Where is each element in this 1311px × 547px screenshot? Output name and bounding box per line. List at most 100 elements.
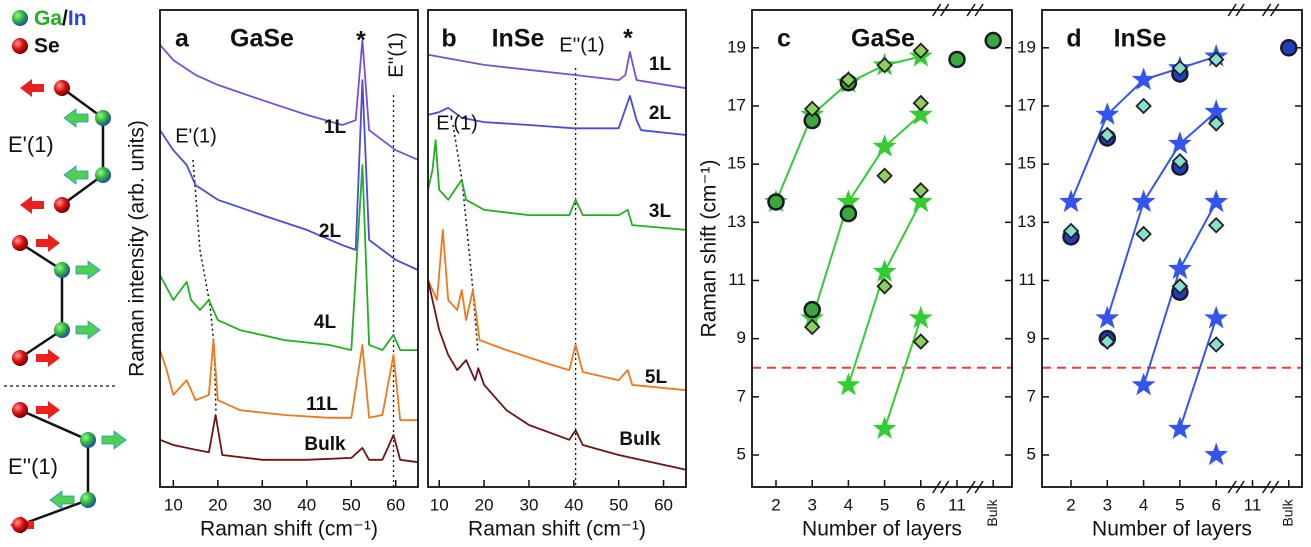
x-tick-label: 60 xyxy=(386,495,405,514)
star-marker xyxy=(908,305,933,329)
x-axis-label: Raman shift (cm⁻¹) xyxy=(200,518,378,541)
bond xyxy=(19,408,90,527)
diamond-marker xyxy=(1207,216,1225,234)
y-tick-label: 7 xyxy=(1027,386,1036,405)
star-marker xyxy=(1168,256,1192,279)
arrow xyxy=(20,79,44,97)
x-tick-label: 6 xyxy=(1211,495,1220,514)
diamond-marker xyxy=(1062,222,1080,240)
circle-marker xyxy=(839,204,858,223)
arrow xyxy=(49,490,75,510)
spectrum xyxy=(159,339,418,422)
star-marker xyxy=(1095,102,1120,125)
x-axis-label: Raman shift (cm⁻¹) xyxy=(468,518,646,541)
arrow xyxy=(63,165,89,185)
arrow xyxy=(75,320,101,340)
star-marker xyxy=(908,189,933,213)
y-tick-label: 19 xyxy=(727,37,746,56)
panel-title: InSe xyxy=(1114,25,1167,53)
x-tick-label: 3 xyxy=(807,495,816,514)
bond xyxy=(19,241,64,360)
diamond-marker xyxy=(876,56,893,74)
layer-label: 1L xyxy=(324,117,347,138)
arrow xyxy=(36,401,60,419)
x-tick-label: 4 xyxy=(1139,495,1148,514)
layer-label: Bulk xyxy=(304,434,346,455)
ga-atom xyxy=(95,167,111,183)
spectrum xyxy=(159,39,419,161)
y-tick-label: 11 xyxy=(1018,270,1036,289)
guide-line xyxy=(452,124,479,353)
y-tick-label: 11 xyxy=(728,270,746,289)
ga-atom xyxy=(95,110,111,126)
peak-guides xyxy=(192,124,479,413)
diamond-marker xyxy=(912,182,930,199)
panel-label: b xyxy=(441,25,456,53)
layer-label: 1L xyxy=(649,54,672,75)
y-tick-label: 15 xyxy=(1017,154,1036,173)
arrow xyxy=(36,234,60,252)
x-tick-label: 50 xyxy=(342,495,361,514)
y-tick-label: 5 xyxy=(1027,444,1036,463)
circle-marker xyxy=(767,193,785,211)
se-label: Se xyxy=(34,35,60,58)
slash: / xyxy=(62,7,68,30)
in-label: In xyxy=(68,7,87,30)
x-tick-label: 2 xyxy=(771,495,780,514)
annotation: * xyxy=(623,25,633,53)
diamond-marker xyxy=(1171,152,1189,170)
diamond-marker xyxy=(1099,126,1116,144)
circle-marker xyxy=(948,50,966,69)
ga-atom xyxy=(80,432,96,448)
annotation: * xyxy=(356,27,366,55)
ga-arrows xyxy=(49,108,127,510)
x-axis-label: Number of layers xyxy=(1092,518,1252,541)
diamond-marker xyxy=(840,71,857,89)
ga-atom xyxy=(80,492,96,508)
plot-frame xyxy=(427,9,687,488)
star-marker xyxy=(1059,189,1083,213)
plot-frame xyxy=(159,9,419,488)
x-tick-label: 10 xyxy=(164,495,183,514)
arrow xyxy=(75,260,101,280)
layer-label: 2L xyxy=(319,221,342,242)
y-tick-label: 7 xyxy=(737,386,746,405)
star-marker xyxy=(1131,189,1156,213)
series-line xyxy=(1106,111,1217,319)
spectrum xyxy=(427,95,687,136)
se-atom xyxy=(12,402,28,418)
star-marker xyxy=(1204,305,1229,329)
se-atom xyxy=(12,517,28,533)
annotation: E'(1) xyxy=(175,125,217,147)
schematic: Ga/In Se xyxy=(4,7,127,534)
diamond-marker xyxy=(803,318,821,336)
star-marker xyxy=(908,102,933,125)
star-marker xyxy=(1095,305,1120,329)
spectrum xyxy=(427,139,687,231)
star-marker xyxy=(836,372,861,396)
arrow xyxy=(101,430,127,450)
x-tick-label: 3 xyxy=(1103,495,1112,514)
diamond-marker xyxy=(1135,225,1152,243)
spectrum xyxy=(427,229,687,392)
spectrum xyxy=(159,164,418,351)
annotation: E''(1) xyxy=(559,34,604,56)
ga-atom-key xyxy=(12,10,28,26)
ga-label: Ga xyxy=(34,7,62,30)
x-tick-label: Bulk xyxy=(1280,498,1296,526)
star-marker xyxy=(1204,189,1229,213)
mode-label: E'(1) xyxy=(8,132,54,157)
layer-label: Bulk xyxy=(619,429,661,450)
y-tick-label: 17 xyxy=(727,95,746,114)
x-tick-label: 40 xyxy=(297,495,316,514)
diamond-marker xyxy=(1099,333,1116,350)
x-tick-label: 5 xyxy=(880,495,889,514)
x-tick-label: 30 xyxy=(519,495,538,514)
y-tick-label: 19 xyxy=(1017,37,1036,56)
panel-label: d xyxy=(1066,25,1081,53)
x-tick-label: 60 xyxy=(654,495,673,514)
circle-marker xyxy=(1280,39,1298,57)
diamond-marker xyxy=(1171,59,1189,77)
star-marker xyxy=(872,259,897,282)
